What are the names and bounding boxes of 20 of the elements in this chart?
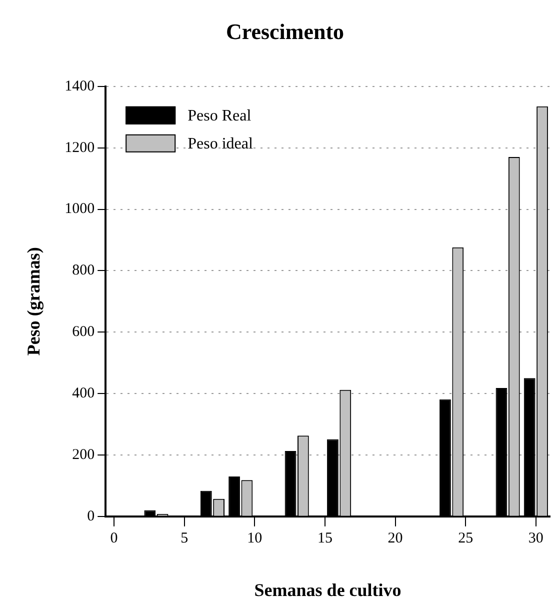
legend-label: Peso Real xyxy=(188,108,252,125)
x-tick-label: 10 xyxy=(247,530,262,546)
y-tick-label: 800 xyxy=(72,262,95,279)
x-tick-label: 30 xyxy=(528,530,544,546)
x-tick-label: 25 xyxy=(458,530,474,546)
x-tick-label: 15 xyxy=(317,530,332,546)
x-axis-title: Semanas de cultivo xyxy=(254,580,402,600)
legend-label: Peso ideal xyxy=(188,136,254,153)
y-tick-label: 400 xyxy=(72,385,95,402)
y-tick-label: 1000 xyxy=(64,201,95,218)
y-tick-label: 600 xyxy=(72,324,95,340)
x-tick-label: 5 xyxy=(180,530,188,546)
y-tick-label: 200 xyxy=(72,446,95,463)
y-tick-label: 0 xyxy=(87,508,95,524)
y-axis-title: Peso (gramas) xyxy=(23,247,44,356)
y-tick-label: 1400 xyxy=(64,78,95,94)
x-tick-label: 20 xyxy=(388,530,403,546)
chart-title: Crescimento xyxy=(226,18,344,44)
y-tick-label: 1200 xyxy=(64,140,95,156)
x-tick-label: 0 xyxy=(110,530,118,546)
